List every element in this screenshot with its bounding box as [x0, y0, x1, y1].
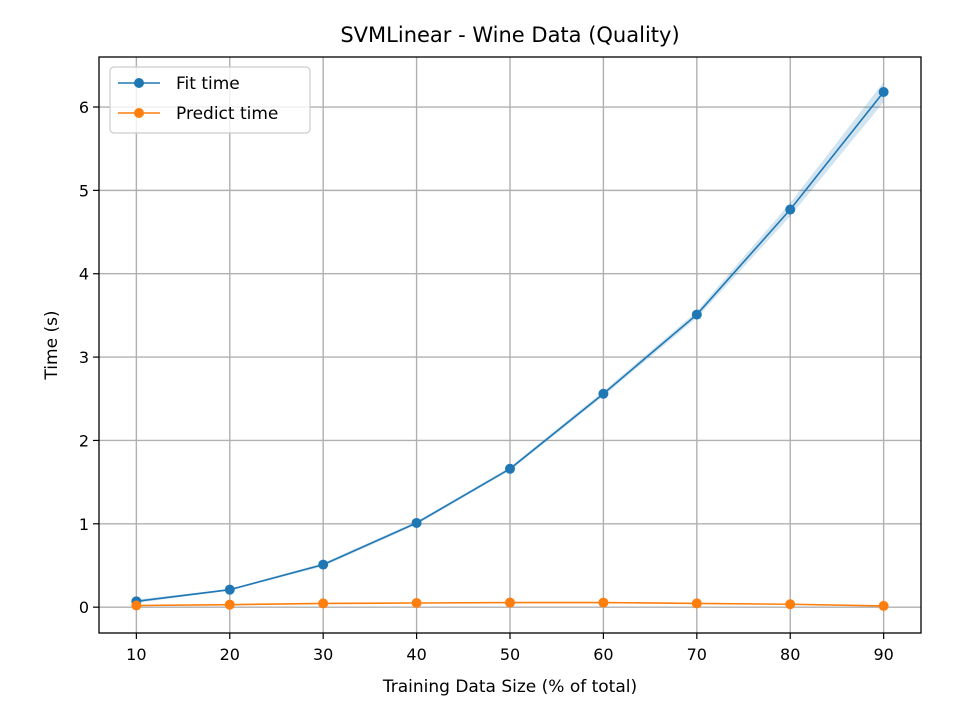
x-tick-label: 60 [593, 645, 613, 664]
series-points [131, 87, 889, 611]
legend: Fit time Predict time [109, 66, 311, 134]
y-tick-label: 5 [79, 181, 89, 200]
fit-time-legend-marker [134, 78, 144, 88]
fit-time-point [224, 584, 235, 595]
predict-time-legend-label: Predict time [176, 104, 278, 124]
predict-time-point [691, 598, 702, 609]
fit-time-point [318, 559, 329, 570]
x-axis-label: Training Data Size (% of total) [382, 677, 637, 697]
x-tick-label: 70 [687, 645, 707, 664]
y-tick-label: 3 [79, 348, 89, 367]
y-tick-label: 6 [79, 98, 89, 117]
fit-time-point [878, 87, 889, 98]
y-axis-label: Time (s) [42, 310, 62, 380]
predict-time-point [411, 597, 422, 608]
fit-time-point [411, 517, 422, 528]
x-tick-label: 50 [500, 645, 520, 664]
predict-time-point [505, 597, 515, 608]
fit-time-point [785, 204, 796, 215]
predict-time-point [131, 600, 142, 611]
predict-time-legend-marker [134, 108, 144, 118]
y-tick-label: 1 [79, 515, 89, 534]
x-tick-label: 10 [126, 645, 146, 664]
y-tick-label: 0 [79, 598, 89, 617]
axis-ticks: 10 20 30 40 50 60 70 80 90 0 1 2 3 4 5 6 [79, 98, 894, 664]
x-tick-label: 30 [313, 645, 333, 664]
predict-time-point [598, 597, 609, 608]
fit-time-point [505, 463, 515, 474]
x-tick-label: 90 [873, 645, 893, 664]
predict-time-point [878, 600, 889, 611]
fit-time-point [691, 309, 702, 320]
predict-time-point [785, 599, 796, 610]
gridlines [99, 57, 921, 633]
y-tick-label: 4 [79, 265, 89, 284]
fit-time-point [598, 388, 609, 399]
predict-time-point [318, 598, 329, 609]
x-tick-label: 80 [780, 645, 800, 664]
predict-time-point [224, 599, 235, 610]
fit-time-legend-label: Fit time [176, 74, 240, 94]
x-tick-label: 20 [220, 645, 240, 664]
chart-title: SVMLinear - Wine Data (Quality) [340, 23, 679, 47]
y-tick-label: 2 [79, 431, 89, 450]
x-tick-label: 40 [406, 645, 426, 664]
